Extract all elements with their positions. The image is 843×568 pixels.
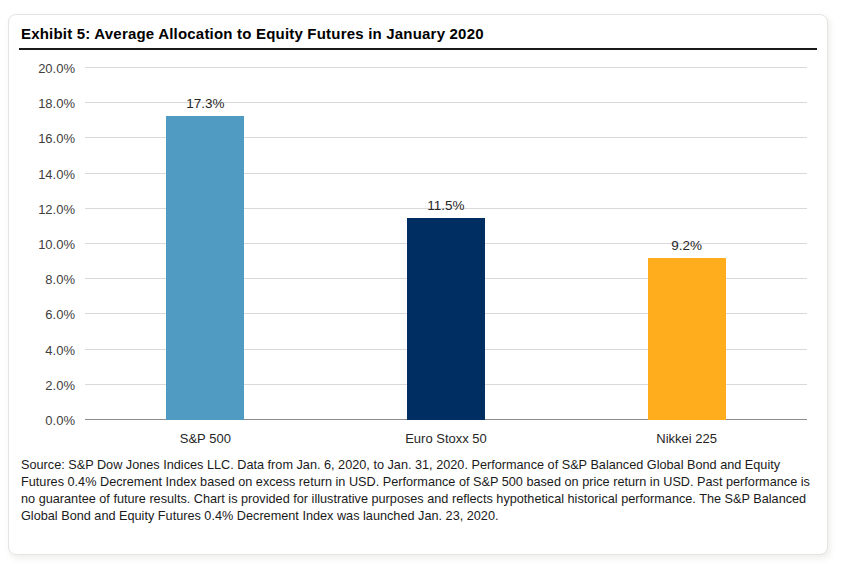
y-tick-label: 6.0% <box>19 307 75 322</box>
y-tick-label: 2.0% <box>19 377 75 392</box>
bar-chart: 0.0% 2.0% 4.0% 6.0% 8.0% 10.0% 12.0% 14.0% 16.0%… <box>19 54 817 450</box>
exhibit-card: Exhibit 5: Average Allocation to Equity … <box>8 14 828 555</box>
y-tick-label: 14.0% <box>19 166 75 181</box>
bar-value-label: 17.3% <box>186 96 224 111</box>
exhibit-title: Exhibit 5: Average Allocation to Equity … <box>19 24 817 50</box>
bar <box>648 258 726 420</box>
bar <box>166 116 244 420</box>
y-tick-label: 0.0% <box>19 413 75 428</box>
bar-slot: 17.3% <box>85 68 326 420</box>
x-tick-label: Euro Stoxx 50 <box>405 431 487 446</box>
y-tick-label: 10.0% <box>19 237 75 252</box>
x-axis-labels: S&P 500 Euro Stoxx 50 Nikkei 225 <box>85 424 807 450</box>
bar-value-label: 9.2% <box>671 238 702 253</box>
page: Exhibit 5: Average Allocation to Equity … <box>0 0 843 568</box>
x-tick-label: S&P 500 <box>180 431 231 446</box>
bar-value-label: 11.5% <box>427 198 464 213</box>
y-tick-label: 20.0% <box>19 61 75 76</box>
bar-slot: 9.2% <box>566 68 807 420</box>
y-tick-label: 18.0% <box>19 96 75 111</box>
y-tick-label: 16.0% <box>19 131 75 146</box>
plot-area: 17.3% 11.5% 9.2% <box>85 68 807 420</box>
bar-slot: 11.5% <box>326 68 567 420</box>
y-axis: 0.0%2.0%4.0%6.0%8.0%10.0%12.0%14.0%16.0%… <box>19 68 75 420</box>
y-tick-label: 8.0% <box>19 272 75 287</box>
bar <box>407 218 485 420</box>
y-tick-label: 12.0% <box>19 201 75 216</box>
source-note: Source: S&P Dow Jones Indices LLC. Data … <box>19 457 817 525</box>
x-tick-label: Nikkei 225 <box>656 431 717 446</box>
y-tick-label: 4.0% <box>19 342 75 357</box>
